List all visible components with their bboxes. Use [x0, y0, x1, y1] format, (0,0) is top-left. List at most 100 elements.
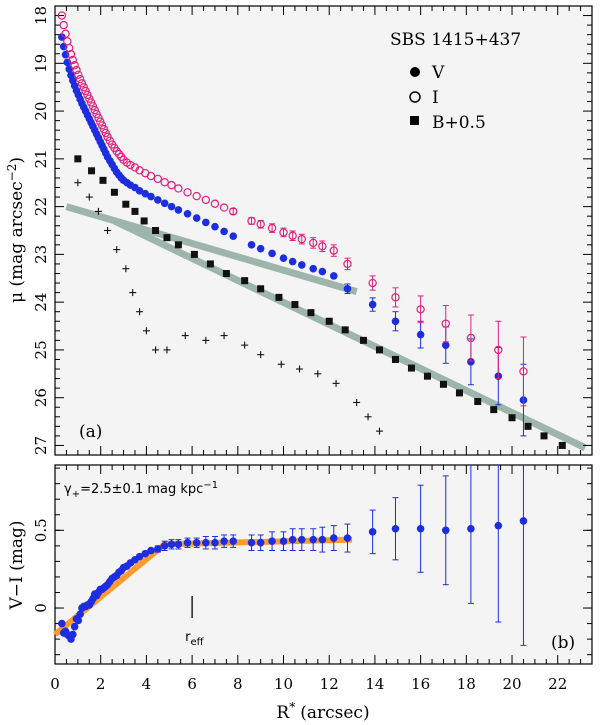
point-b: [88, 167, 96, 175]
point-i: [466, 333, 476, 343]
point-v: [141, 189, 150, 198]
point-vi: [441, 526, 450, 535]
ylabel-a-close: ): [7, 157, 27, 164]
point-v: [167, 202, 176, 211]
point-b: [241, 277, 249, 285]
point-vi: [329, 534, 338, 542]
ytick-label-a: 24: [32, 293, 50, 312]
point-vi: [74, 616, 83, 625]
point-v: [202, 218, 210, 227]
point-i: [59, 20, 68, 30]
point-i: [57, 11, 67, 20]
point-v: [318, 267, 327, 276]
point-i: [146, 171, 156, 181]
point-v: [160, 199, 169, 208]
point-b: [423, 372, 431, 380]
point-v: [211, 222, 219, 231]
point-i: [81, 86, 90, 96]
xtick-label: 12: [320, 675, 339, 693]
point-vi: [467, 524, 475, 533]
point-v: [192, 214, 201, 222]
point-i: [101, 128, 110, 138]
point-i: [416, 305, 425, 314]
panel-b-plot: 0 0.5 0 2 4 6 8 10 12 14 16 18 20 22: [32, 465, 592, 693]
point-i: [318, 242, 327, 251]
point-i: [97, 121, 107, 130]
xtick-label: 18: [457, 675, 476, 693]
gamma-annotation: γ+=2.5±0.1 mag kpc−1: [64, 480, 218, 500]
point-i: [99, 125, 109, 134]
point-b: [122, 200, 130, 208]
point-v: [154, 196, 162, 204]
ylabel-a-main: μ (mag arcsec: [7, 181, 27, 303]
point-b: [439, 380, 447, 388]
point-b: [524, 422, 532, 430]
point-i: [94, 113, 103, 122]
point-i: [192, 191, 201, 201]
point-v: [247, 241, 256, 249]
point-b: [174, 241, 182, 249]
point-i: [85, 94, 94, 103]
legend: V I B+0.5: [409, 63, 486, 133]
ytick-label-a: 27: [32, 436, 50, 455]
legend-label-i: I: [432, 88, 439, 108]
point-v: [58, 33, 66, 41]
point-vi: [494, 521, 503, 530]
point-v: [309, 264, 318, 273]
point-b: [190, 250, 198, 258]
point-b: [341, 326, 349, 334]
point-i: [183, 188, 192, 197]
point-i: [329, 246, 338, 255]
point-vi: [183, 538, 192, 547]
point-i: [160, 178, 169, 187]
point-vi: [368, 528, 377, 536]
panel-b-label: (b): [551, 633, 575, 653]
point-v: [268, 249, 276, 258]
panel-a-label: (a): [79, 422, 102, 442]
point-b: [291, 301, 299, 309]
point-v: [343, 284, 352, 293]
ytick-label-b: 0: [32, 603, 50, 613]
point-v: [391, 317, 400, 326]
point-i: [247, 216, 256, 226]
point-i: [494, 345, 503, 355]
legend-label-v: V: [431, 63, 445, 83]
point-i: [79, 83, 88, 92]
point-i: [229, 207, 238, 216]
xtick-label: 22: [548, 675, 567, 693]
point-vi: [174, 540, 183, 549]
point-i: [90, 105, 99, 115]
point-i: [92, 109, 101, 119]
xtick-label: 10: [274, 675, 293, 693]
point-vi: [343, 534, 352, 542]
point-vi: [229, 537, 238, 545]
xtick-label: 14: [365, 675, 384, 693]
point-v: [329, 272, 338, 280]
point-v: [368, 300, 377, 309]
ytick-label-a: 25: [32, 340, 50, 359]
point-i: [256, 220, 265, 229]
point-i: [75, 74, 85, 84]
point-vi: [192, 538, 201, 547]
ytick-label-a: 18: [32, 6, 50, 25]
point-vi: [147, 546, 155, 555]
point-i: [343, 259, 352, 269]
point-v: [135, 187, 144, 195]
reff-label: reff: [185, 630, 205, 648]
point-i: [441, 319, 450, 328]
point-v: [147, 192, 155, 201]
point-v: [467, 358, 475, 366]
point-v: [297, 261, 306, 269]
legend-marker-b: [410, 116, 419, 125]
point-v: [416, 330, 425, 339]
point-b: [131, 207, 139, 215]
ytick-label-a: 21: [32, 149, 50, 168]
xlabel-sup: *: [289, 700, 295, 714]
point-b: [508, 414, 516, 422]
point-i: [130, 163, 140, 172]
point-i: [77, 79, 87, 88]
point-b: [163, 234, 171, 242]
point-i: [167, 180, 176, 190]
point-i: [201, 195, 211, 205]
point-v: [441, 341, 450, 349]
